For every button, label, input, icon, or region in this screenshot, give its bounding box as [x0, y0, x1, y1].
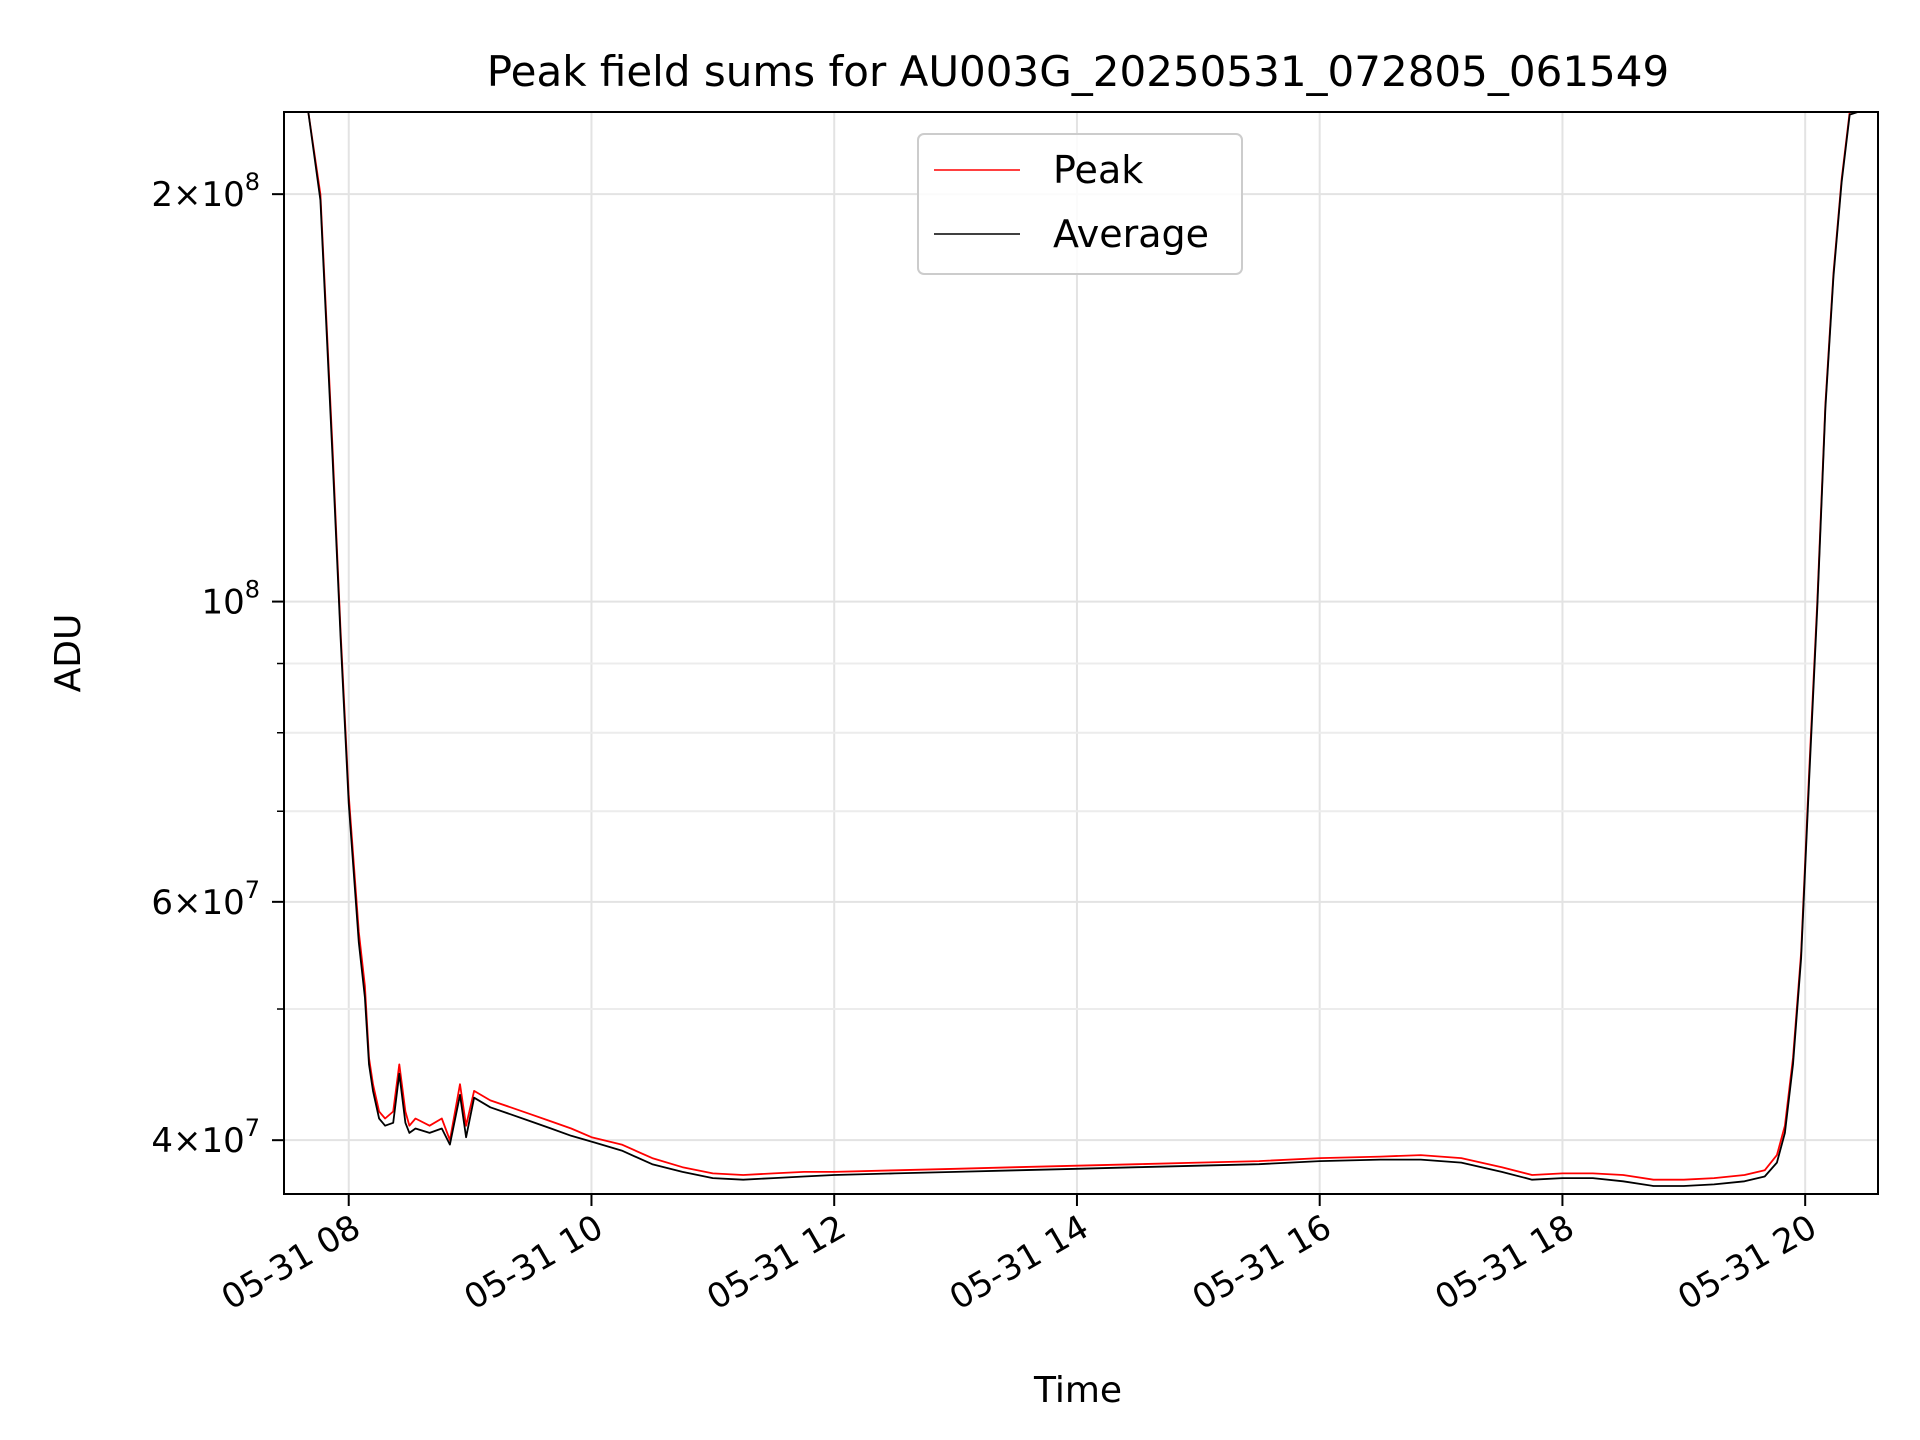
- legend-box: [917, 133, 1243, 275]
- y-tick-label: 108: [201, 576, 260, 623]
- y-tick-mantissa: 2: [151, 175, 173, 215]
- y-tick-base: 10: [201, 175, 244, 215]
- y-tick-mantissa: 6: [151, 883, 173, 923]
- y-tick-exponent: 8: [245, 168, 260, 196]
- y-tick-exponent: 7: [245, 876, 260, 904]
- y-tick-exponent: 7: [245, 1114, 260, 1142]
- y-tick-base: 10: [201, 583, 244, 623]
- y-tick-label: 4×107: [151, 1114, 260, 1161]
- y-tick-base: 10: [201, 1121, 244, 1161]
- y-tick-exponent: 8: [245, 576, 260, 604]
- x-axis-label: Time: [1033, 1370, 1122, 1411]
- legend-label-peak: Peak: [1053, 148, 1143, 192]
- y-tick-label: 6×107: [151, 876, 260, 923]
- y-tick-times: ×: [173, 175, 202, 215]
- plot-frame: [283, 111, 1879, 1195]
- legend-label-average: Average: [1053, 212, 1209, 256]
- y-tick-label: 2×108: [151, 168, 260, 215]
- y-tick-mantissa: 4: [151, 1121, 173, 1161]
- plot-area: [284, 111, 1878, 1187]
- series-line-peak: [284, 111, 1878, 1181]
- y-tick-times: ×: [173, 1121, 202, 1161]
- y-tick-times: ×: [173, 883, 202, 923]
- series-line-average: [284, 111, 1878, 1187]
- y-axis-label: ADU: [48, 614, 89, 693]
- chart-title: Peak field sums for AU003G_20250531_0728…: [487, 47, 1669, 96]
- y-tick-base: 10: [201, 883, 244, 923]
- legend: Peak Average: [917, 133, 1243, 275]
